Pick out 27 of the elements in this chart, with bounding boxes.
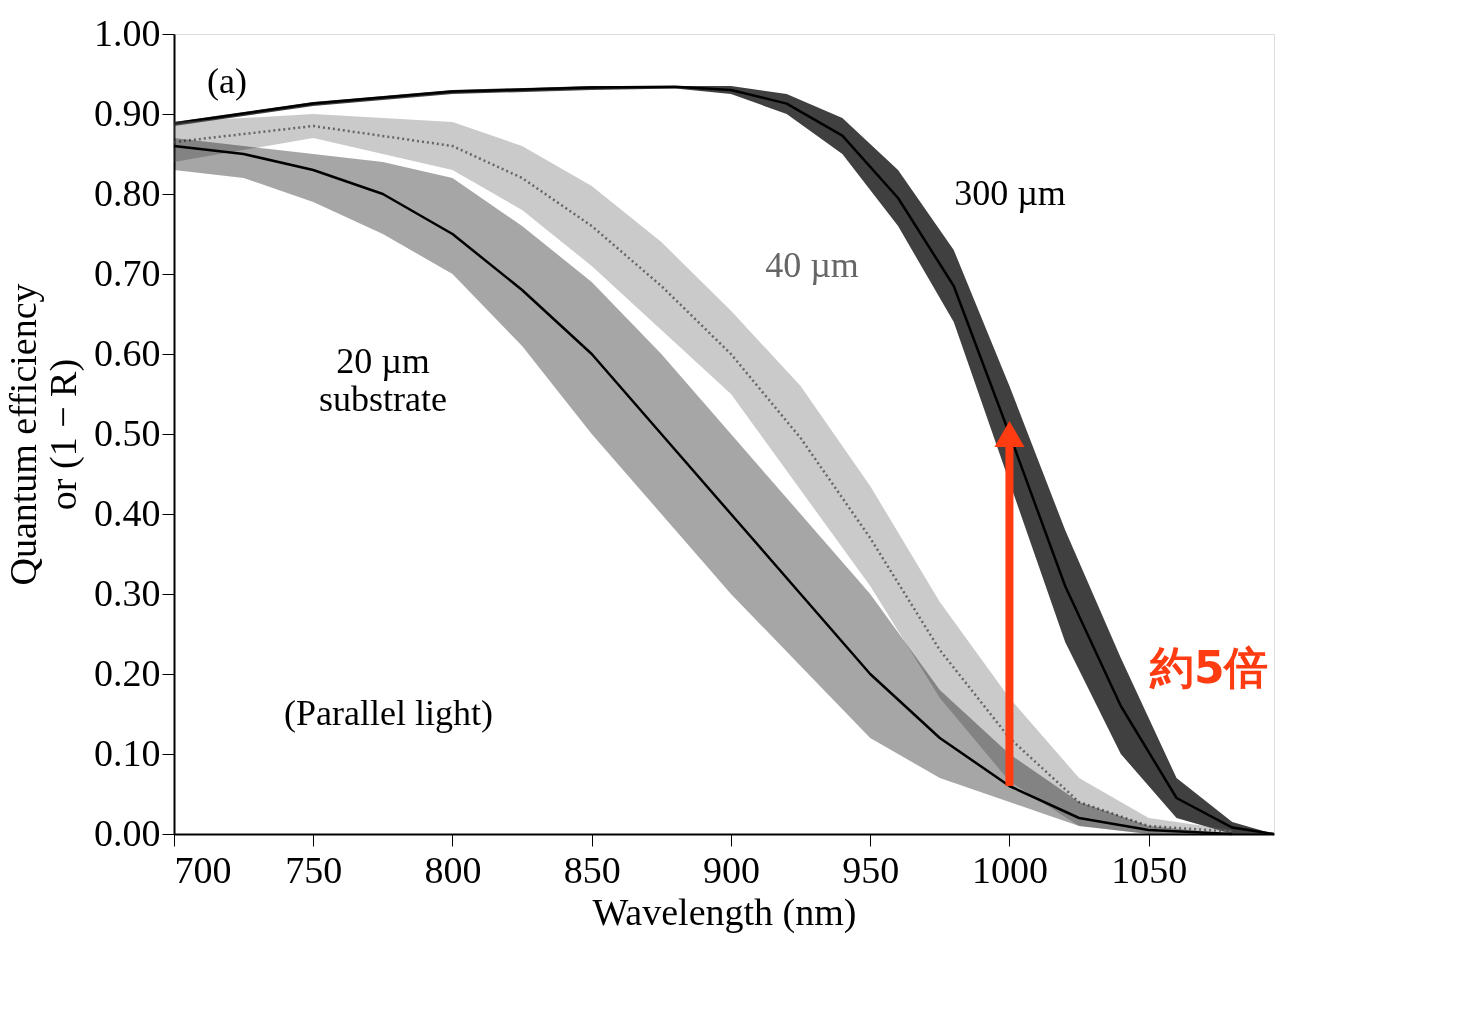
y-tick-label: 0.10 [94,731,161,774]
x-tick-label: 700 [174,848,232,891]
y-tick-label: 0.30 [94,571,161,614]
y-tick-label: 0.00 [94,811,161,854]
y-tick-label: 0.50 [94,411,161,454]
x-tick-label: 1050 [1111,848,1188,891]
y-tick-label: 0.40 [94,491,161,534]
y-tick-label: 0.60 [94,331,161,374]
y-axis-title: Quantum efficiency or (1 − R) [2,283,85,586]
y-tick-label: 0.80 [94,171,161,214]
annotation: (a) [207,61,247,101]
annotation: 約5倍 [1148,642,1269,693]
x-tick-label: 950 [842,848,900,891]
y-tick-label: 0.70 [94,251,161,294]
y-tick-label: 1.00 [94,11,161,54]
y-tick-label: 0.20 [94,651,161,694]
x-tick-label: 800 [424,848,482,891]
text: 20 µm substrate [319,341,447,419]
x-axis-title: Wavelength (nm) [592,890,857,934]
annotation: (Parallel light) [284,693,493,733]
x-tick-label: 900 [702,848,760,891]
x-tick-label: 850 [563,848,621,891]
x-tick-label: 1000 [971,848,1048,891]
y-tick-label: 0.90 [94,91,161,134]
x-tick-label: 750 [285,848,343,891]
series-label: 300 µm [954,173,1066,213]
text: 40 µm [765,245,859,285]
